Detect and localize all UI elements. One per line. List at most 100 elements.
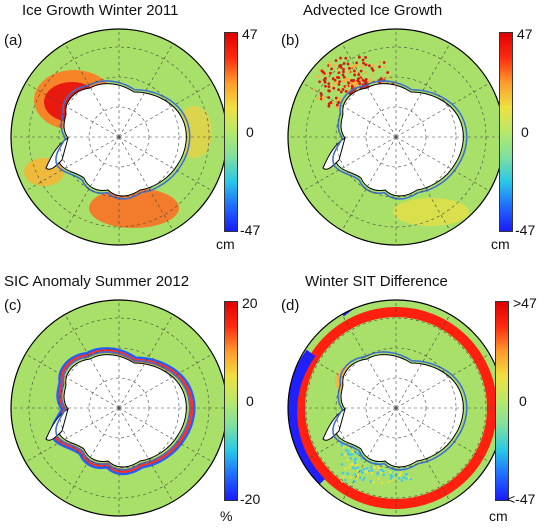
panel-d-map — [281, 293, 511, 523]
advection-speck — [327, 89, 330, 92]
diff-speck — [405, 477, 408, 480]
advection-speck — [317, 97, 320, 100]
panel-b-map — [281, 22, 511, 252]
diff-speck — [356, 464, 359, 467]
panel-c-colorbar — [224, 301, 238, 501]
advection-speck — [340, 91, 343, 94]
advection-speck — [362, 62, 365, 65]
panel-a: Ice Growth Winter 2011 (a) 47 0 -47 cm — [0, 0, 275, 265]
diff-speck — [401, 479, 404, 482]
panel-a-cbar-max: 47 — [242, 26, 258, 42]
advection-speck — [364, 56, 367, 59]
advection-speck — [358, 82, 361, 85]
advection-speck — [329, 72, 332, 75]
diff-speck — [344, 479, 347, 482]
advection-speck — [386, 71, 389, 74]
diff-speck — [372, 466, 375, 469]
diff-speck — [341, 463, 344, 466]
advection-speck — [321, 70, 324, 73]
advection-speck — [332, 82, 335, 85]
diff-speck — [344, 468, 347, 471]
advection-speck — [361, 66, 364, 69]
diff-speck — [381, 481, 384, 484]
advection-speck — [364, 63, 367, 66]
advection-speck — [336, 106, 339, 109]
advection-speck — [335, 59, 338, 62]
panel-a-cbar-min: -47 — [240, 222, 260, 238]
panel-b-cbar-unit: cm — [491, 236, 510, 252]
advection-speck — [352, 79, 355, 82]
diff-speck — [377, 471, 380, 474]
advection-speck — [316, 75, 319, 78]
panel-a-colorbar — [224, 32, 238, 232]
advection-speck — [347, 81, 350, 84]
advection-speck — [372, 64, 375, 67]
diff-speck — [370, 480, 373, 483]
diff-speck — [341, 453, 344, 456]
panel-c-cbar-max: 20 — [242, 295, 258, 311]
warm-patch — [89, 188, 179, 228]
panel-d: Winter SIT Difference (d) >47 0 <-47 cm — [275, 265, 550, 530]
warm-patch — [393, 198, 469, 226]
diff-speck — [349, 453, 352, 456]
panel-c-cbar-min: -20 — [240, 491, 260, 507]
advection-speck — [342, 88, 345, 91]
advection-speck — [353, 70, 356, 73]
advection-speck — [368, 64, 371, 67]
panel-c: SIC Anomaly Summer 2012 (c) 20 0 -20 % — [0, 265, 275, 530]
panel-d-cbar-unit: cm — [489, 508, 508, 524]
diff-speck — [402, 476, 405, 479]
advection-speck — [318, 80, 321, 83]
advection-speck — [369, 78, 372, 81]
diff-speck — [356, 452, 359, 455]
panel-b-cbar-min: -47 — [515, 222, 535, 238]
panel-c-title: SIC Anomaly Summer 2012 — [4, 273, 189, 290]
advection-speck — [383, 65, 386, 68]
advection-speck — [335, 99, 338, 102]
panel-a-map — [4, 22, 234, 252]
advection-speck — [323, 79, 326, 82]
diff-speck — [363, 477, 366, 480]
diff-speck — [351, 463, 354, 466]
diff-speck — [361, 471, 364, 474]
advection-speck — [347, 63, 350, 66]
panel-d-cbar-mid: 0 — [519, 393, 527, 409]
advection-speck — [338, 71, 341, 74]
advection-speck — [335, 97, 338, 100]
panel-b-cbar-max: 47 — [517, 26, 533, 42]
diff-speck — [372, 481, 375, 484]
advection-speck — [338, 80, 341, 83]
diff-speck — [354, 473, 357, 476]
diff-speck — [371, 472, 374, 475]
advection-speck — [379, 61, 382, 64]
advection-speck — [332, 77, 335, 80]
advection-speck — [353, 74, 356, 77]
diff-speck — [357, 466, 360, 469]
advection-speck — [370, 67, 373, 70]
advection-speck — [355, 61, 358, 64]
diff-speck — [398, 475, 401, 478]
diff-speck — [357, 474, 360, 477]
advection-speck — [328, 61, 331, 64]
panel-b-colorbar — [499, 32, 513, 232]
advection-speck — [378, 65, 381, 68]
diff-speck — [342, 476, 345, 479]
panel-d-cbar-min: <-47 — [507, 491, 535, 507]
advection-speck — [351, 85, 354, 88]
advection-speck — [364, 71, 367, 74]
diff-speck — [408, 477, 411, 480]
diff-speck — [362, 468, 365, 471]
advection-speck — [380, 77, 383, 80]
advection-speck — [343, 76, 346, 79]
diff-speck — [342, 472, 345, 475]
diff-speck — [382, 470, 385, 473]
diff-speck — [349, 476, 352, 479]
diff-speck — [361, 479, 364, 482]
diff-speck — [368, 470, 371, 473]
advection-speck — [383, 61, 386, 64]
advection-speck — [337, 88, 340, 91]
diff-speck — [383, 473, 386, 476]
advection-speck — [345, 90, 348, 93]
panel-d-colorbar — [495, 301, 509, 501]
diff-speck — [346, 459, 349, 462]
